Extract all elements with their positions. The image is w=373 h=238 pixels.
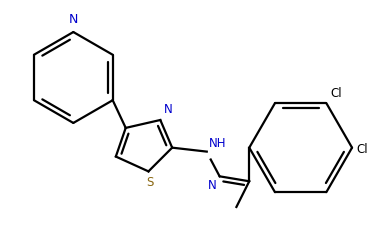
Text: S: S: [147, 176, 154, 189]
Text: Cl: Cl: [330, 87, 342, 100]
Text: N: N: [69, 13, 78, 26]
Text: NH: NH: [209, 137, 226, 150]
Text: Cl: Cl: [356, 143, 368, 156]
Text: N: N: [164, 103, 173, 116]
Text: N: N: [208, 179, 217, 192]
